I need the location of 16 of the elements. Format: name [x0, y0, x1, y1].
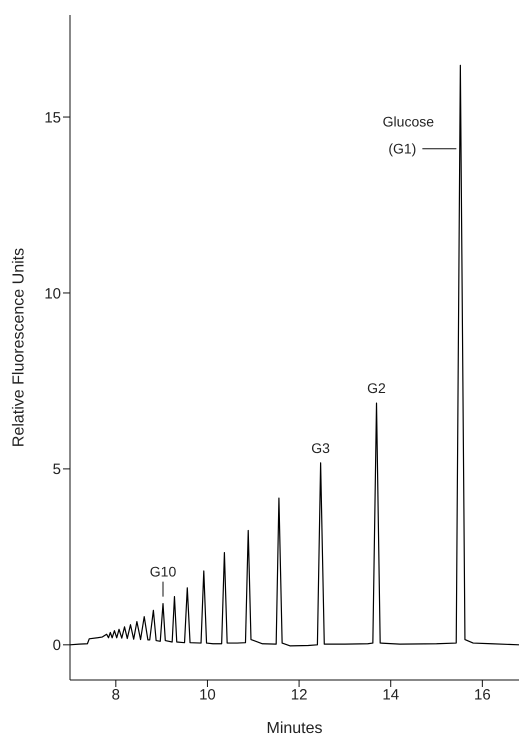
y-tick-label: 10	[44, 285, 61, 302]
line-series	[70, 64, 519, 646]
annotation: G3	[311, 440, 330, 456]
x-axis-title: Minutes	[266, 720, 323, 737]
x-tick-label: 8	[112, 686, 120, 704]
y-tick-label: 15	[44, 109, 61, 126]
annotation: G10	[150, 564, 176, 580]
x-tick-label: 14	[382, 686, 400, 704]
x-tick-label: 10	[199, 686, 216, 704]
x-tick-label: 16	[474, 686, 491, 704]
y-tick-label: 0	[52, 637, 61, 654]
y-tick-label: 5	[52, 461, 61, 478]
x-tick-label: 12	[290, 686, 308, 704]
annotation: Glucose (G1)	[382, 114, 434, 157]
y-axis-title: Relative Fluorescence Units	[10, 248, 28, 448]
annotation: G2	[367, 380, 386, 396]
